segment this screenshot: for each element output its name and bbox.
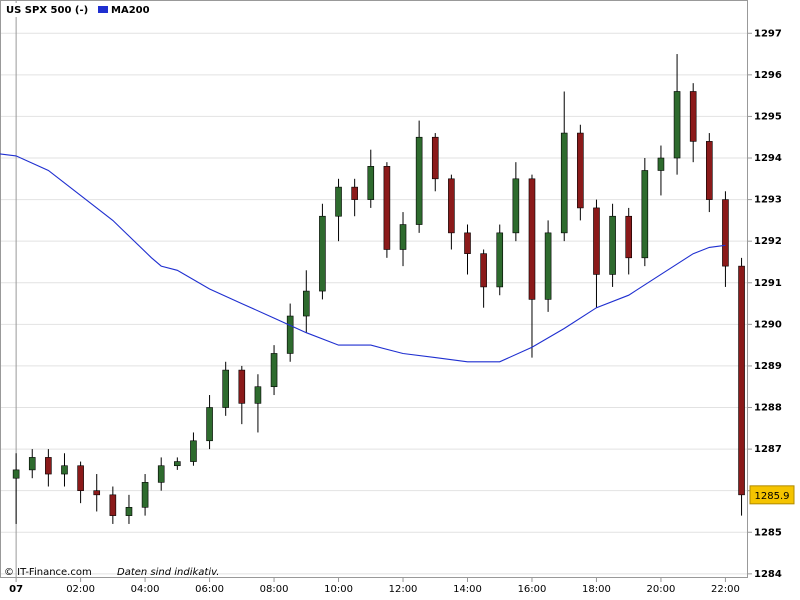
y-tick-label: 1294 <box>754 153 782 164</box>
candle-body <box>286 315 294 354</box>
candle-body <box>560 132 568 234</box>
candle-body <box>61 465 68 475</box>
candle-body <box>657 157 665 171</box>
candle-body <box>738 265 745 496</box>
y-tick-label: 1284 <box>754 569 782 580</box>
candle-body <box>512 178 520 234</box>
last-price-box <box>749 485 795 505</box>
candle-body <box>125 507 133 516</box>
candle-body <box>270 353 278 388</box>
x-tick-label: 20:00 <box>647 584 676 595</box>
candle-body <box>641 170 649 259</box>
candle-body <box>302 290 310 317</box>
y-tick-label: 1295 <box>754 111 782 122</box>
candle-body <box>141 482 149 508</box>
candle-body <box>319 215 326 292</box>
candle-body <box>238 369 246 404</box>
candle-body <box>609 215 616 275</box>
candle-body <box>673 91 681 159</box>
x-tick-label: 10:00 <box>324 584 353 595</box>
y-tick-label: 1296 <box>754 70 782 81</box>
candle-body <box>174 461 181 467</box>
candle-body <box>109 494 117 516</box>
legend-swatch <box>98 6 108 13</box>
candle-body <box>157 465 165 483</box>
candle-body <box>367 166 375 200</box>
y-tick-label: 1289 <box>754 361 782 372</box>
x-tick-label: 07 <box>9 584 23 595</box>
candle-body <box>448 178 455 234</box>
candle-body <box>722 199 729 267</box>
candle-body <box>544 232 552 300</box>
candle-body <box>190 440 197 462</box>
candle-body <box>415 136 423 225</box>
candle-body <box>222 369 229 408</box>
candle-body <box>496 232 504 288</box>
candle-body <box>689 91 697 142</box>
y-tick-label: 1291 <box>754 278 782 289</box>
candle-body <box>45 457 52 475</box>
candle-body <box>335 186 342 217</box>
candle-body <box>28 457 36 471</box>
x-tick-label: 22:00 <box>711 584 740 595</box>
candle-body <box>431 136 439 180</box>
candle-body <box>464 232 471 254</box>
candle-body <box>254 386 262 404</box>
note: Daten sind indikativ. <box>117 567 219 578</box>
x-tick-label: 08:00 <box>260 584 289 595</box>
y-tick-label: 1288 <box>754 403 782 414</box>
x-tick-label: 14:00 <box>453 584 482 595</box>
candle-body <box>12 469 20 479</box>
candle-body <box>77 465 84 491</box>
y-tick-label: 1287 <box>754 444 782 455</box>
last-price-label: 1285.9 <box>755 491 790 502</box>
candle-body <box>706 141 713 200</box>
x-tick-label: 06:00 <box>195 584 224 595</box>
candle-body <box>351 186 358 200</box>
candle-body <box>383 166 391 250</box>
y-tick-label: 1293 <box>754 195 782 206</box>
legend-bg <box>2 3 152 17</box>
x-tick-label: 18:00 <box>582 584 611 595</box>
y-tick-label: 1290 <box>754 319 782 330</box>
source: © IT-Finance.com <box>4 567 92 578</box>
ma-line <box>0 153 726 363</box>
plot-frame <box>0 0 748 578</box>
candle-body <box>480 253 487 288</box>
candle-body <box>206 407 213 442</box>
x-tick-label: 02:00 <box>66 584 95 595</box>
x-tick-label: 04:00 <box>131 584 160 595</box>
candle-body <box>625 215 633 259</box>
candle-body <box>399 224 407 250</box>
legend-label: US SPX 500 (-) <box>6 5 88 16</box>
y-tick-label: 1292 <box>754 236 782 247</box>
x-tick-label: 12:00 <box>389 584 418 595</box>
y-tick-label: 1285 <box>754 527 782 538</box>
candle-body <box>577 132 584 209</box>
x-tick-label: 16:00 <box>518 584 547 595</box>
y-tick-label: 1297 <box>754 28 782 39</box>
legend-label: MA200 <box>111 5 150 16</box>
candle-body <box>593 207 600 275</box>
candle-body <box>528 178 536 300</box>
candle-body <box>93 490 101 496</box>
